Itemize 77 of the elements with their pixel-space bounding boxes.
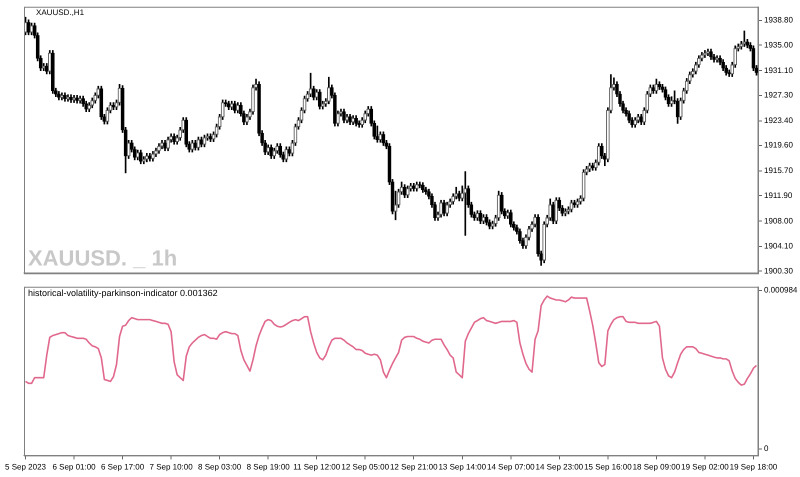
y-tick-label: 1908.00 — [764, 216, 794, 226]
candlestick — [703, 50, 707, 58]
x-tick-label: 12 Sep 05:00 — [341, 462, 390, 472]
candlestick — [482, 214, 486, 224]
candlestick — [148, 153, 152, 162]
y-tick-label: 1938.80 — [764, 16, 794, 25]
candlestick — [658, 81, 662, 90]
y-tick-label: 1923.40 — [764, 116, 794, 125]
chart-title: XAUUSD.,H1 — [36, 8, 85, 18]
candlestick — [284, 146, 288, 162]
candlestick — [342, 108, 346, 124]
candlestick — [75, 95, 79, 104]
x-tick-label: 19 Sep 18:00 — [730, 462, 778, 472]
y-tick-label: 0.000984 — [764, 286, 798, 295]
candlestick — [406, 186, 410, 198]
y-tick-label: 1931.10 — [764, 66, 794, 75]
x-tick-label: 5 Sep 2023 — [5, 462, 47, 472]
candlestick — [230, 100, 234, 110]
candlestick — [166, 136, 170, 152]
candlestick — [72, 95, 76, 103]
candlestick — [484, 214, 488, 226]
candlestick — [50, 50, 55, 94]
candlestick — [588, 162, 592, 172]
x-tick-label: 6 Sep 01:00 — [52, 462, 96, 472]
candlestick — [66, 94, 70, 102]
candlestick — [412, 182, 416, 192]
candlestick — [200, 136, 204, 148]
candlestick — [226, 100, 231, 110]
candlestick — [382, 132, 386, 146]
x-tick-label: 11 Sep 12:00 — [293, 462, 341, 472]
candlestick — [172, 133, 176, 145]
candlestick — [570, 200, 574, 212]
annotation: historical-volatility-parkinson-indicator 0.001362 — [28, 288, 218, 298]
candlestick — [709, 48, 713, 60]
candlestick — [706, 48, 710, 56]
y-tick-label: 1904.10 — [764, 242, 794, 251]
candlestick — [582, 169, 586, 202]
y-tick-label: 1900.30 — [764, 266, 794, 276]
candlestick — [272, 148, 276, 159]
candlestick — [194, 140, 198, 150]
candlestick — [151, 151, 155, 162]
candlestick — [576, 198, 580, 208]
candlestick — [463, 171, 468, 236]
y-tick-label: 1911.90 — [764, 190, 793, 200]
x-tick-label: 18 Sep 09:00 — [632, 462, 681, 472]
candlestick — [636, 114, 640, 124]
candlestick — [554, 197, 558, 224]
candlestick — [69, 94, 73, 103]
candlestick — [63, 92, 67, 102]
x-tick-label: 8 Sep 19:00 — [246, 462, 290, 472]
candlestick — [318, 89, 322, 110]
x-tick-label: 19 Sep 02:00 — [681, 462, 730, 472]
candlestick — [202, 134, 206, 148]
candlestick — [208, 133, 212, 142]
y-tick-label: 1935.00 — [764, 40, 794, 50]
y-tick-label: 1927.30 — [764, 90, 794, 100]
candlestick — [715, 55, 719, 62]
x-tick-label: 12 Sep 21:00 — [390, 462, 438, 472]
y-tick-label: 1919.60 — [764, 140, 794, 150]
x-tick-label: 14 Sep 23:00 — [536, 462, 584, 472]
x-tick-label: 6 Sep 17:00 — [100, 462, 145, 472]
x-tick-label: 14 Sep 07:00 — [487, 462, 536, 472]
candlestick — [160, 140, 164, 150]
candlestick — [145, 153, 149, 162]
x-tick-label: 8 Sep 03:00 — [198, 462, 242, 472]
x-tick-label: 15 Sep 16:00 — [584, 462, 632, 472]
candlestick — [157, 143, 161, 154]
candlestick — [742, 30, 746, 47]
y-tick-label: 0 — [764, 444, 769, 454]
candlestick — [348, 114, 352, 126]
y-tick-label: 1915.70 — [764, 166, 794, 176]
x-tick-label: 7 Sep 10:00 — [150, 462, 194, 472]
candlestick — [308, 72, 312, 98]
candlestick — [476, 210, 480, 221]
candlestick — [112, 102, 116, 110]
candlestick — [163, 140, 167, 152]
x-tick-label: 13 Sep 14:00 — [438, 462, 487, 472]
